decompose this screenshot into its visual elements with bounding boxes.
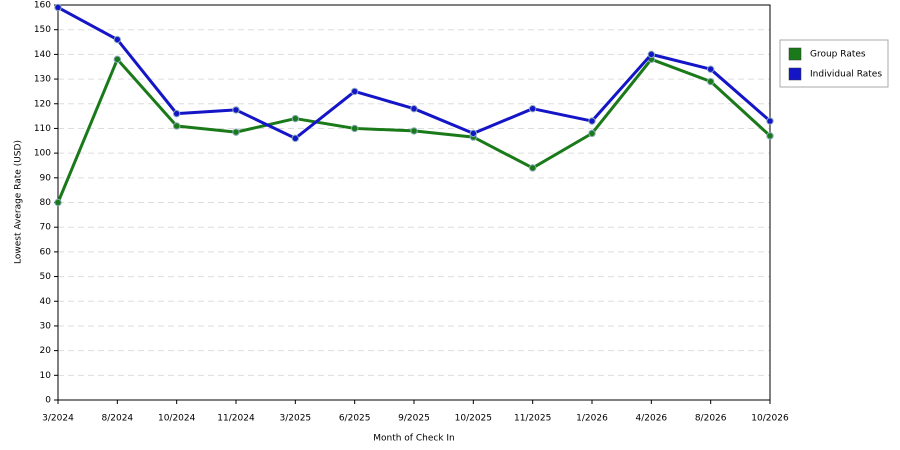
y-tick-label: 70 xyxy=(40,223,52,233)
legend-label: Group Rates xyxy=(810,50,866,60)
y-tick-label: 120 xyxy=(34,99,51,109)
x-tick-label: 3/2025 xyxy=(279,414,311,424)
data-point xyxy=(647,50,656,59)
y-tick-label: 50 xyxy=(40,272,52,282)
x-tick-label: 8/2024 xyxy=(101,414,133,424)
x-tick-label: 9/2025 xyxy=(398,414,430,424)
x-tick-label: 10/2026 xyxy=(751,414,789,424)
x-tick-label: 1/2026 xyxy=(576,414,608,424)
data-point xyxy=(410,127,418,135)
x-tick-label: 10/2025 xyxy=(455,414,492,424)
data-point xyxy=(291,114,300,123)
series-line xyxy=(57,6,771,140)
data-point xyxy=(528,164,537,172)
data-point xyxy=(766,132,774,140)
legend-label: Individual Rates xyxy=(810,70,882,80)
y-tick-label: 100 xyxy=(34,149,51,159)
data-point xyxy=(54,3,62,12)
y-tick-label: 80 xyxy=(40,198,52,208)
y-tick-label: 160 xyxy=(34,1,51,11)
data-point xyxy=(706,77,715,86)
data-point xyxy=(54,198,62,207)
y-tick-label: 40 xyxy=(40,297,52,307)
y-tick-label: 20 xyxy=(40,346,52,356)
x-tick-label: 3/2024 xyxy=(42,414,74,424)
data-point xyxy=(528,104,537,113)
data-point xyxy=(350,87,359,96)
data-point xyxy=(172,109,181,118)
x-tick-label: 8/2026 xyxy=(695,414,727,424)
x-tick-label: 11/2024 xyxy=(217,414,255,424)
legend-swatch xyxy=(788,47,802,61)
y-tick-label: 150 xyxy=(34,25,51,35)
x-tick-label: 6/2025 xyxy=(339,414,371,424)
data-point xyxy=(766,117,774,125)
x-tick-label: 4/2026 xyxy=(635,414,667,424)
y-tick-label: 130 xyxy=(34,75,51,85)
legend-swatch xyxy=(788,67,802,81)
data-point xyxy=(469,129,478,138)
data-point xyxy=(172,122,181,130)
y-tick-label: 30 xyxy=(40,321,52,331)
data-point xyxy=(588,129,596,138)
data-point xyxy=(588,117,596,125)
y-tick-label: 90 xyxy=(40,173,52,183)
data-point xyxy=(350,124,359,133)
y-tick-label: 60 xyxy=(40,247,52,257)
y-tick-label: 140 xyxy=(34,50,51,60)
y-axis-label: Lowest Average Rate (USD) xyxy=(14,140,24,264)
y-tick-label: 110 xyxy=(34,124,51,134)
y-tick-label: 0 xyxy=(45,396,51,406)
data-point xyxy=(291,134,300,143)
data-point xyxy=(410,104,418,113)
x-tick-label: 10/2024 xyxy=(158,414,196,424)
y-tick-label: 10 xyxy=(40,371,52,381)
x-tick-label: 11/2025 xyxy=(514,414,551,424)
x-axis-label: Month of Check In xyxy=(373,434,455,444)
data-point xyxy=(232,128,240,136)
data-point xyxy=(113,55,122,64)
data-point xyxy=(706,65,715,73)
data-point xyxy=(113,35,122,44)
data-point xyxy=(232,106,240,114)
